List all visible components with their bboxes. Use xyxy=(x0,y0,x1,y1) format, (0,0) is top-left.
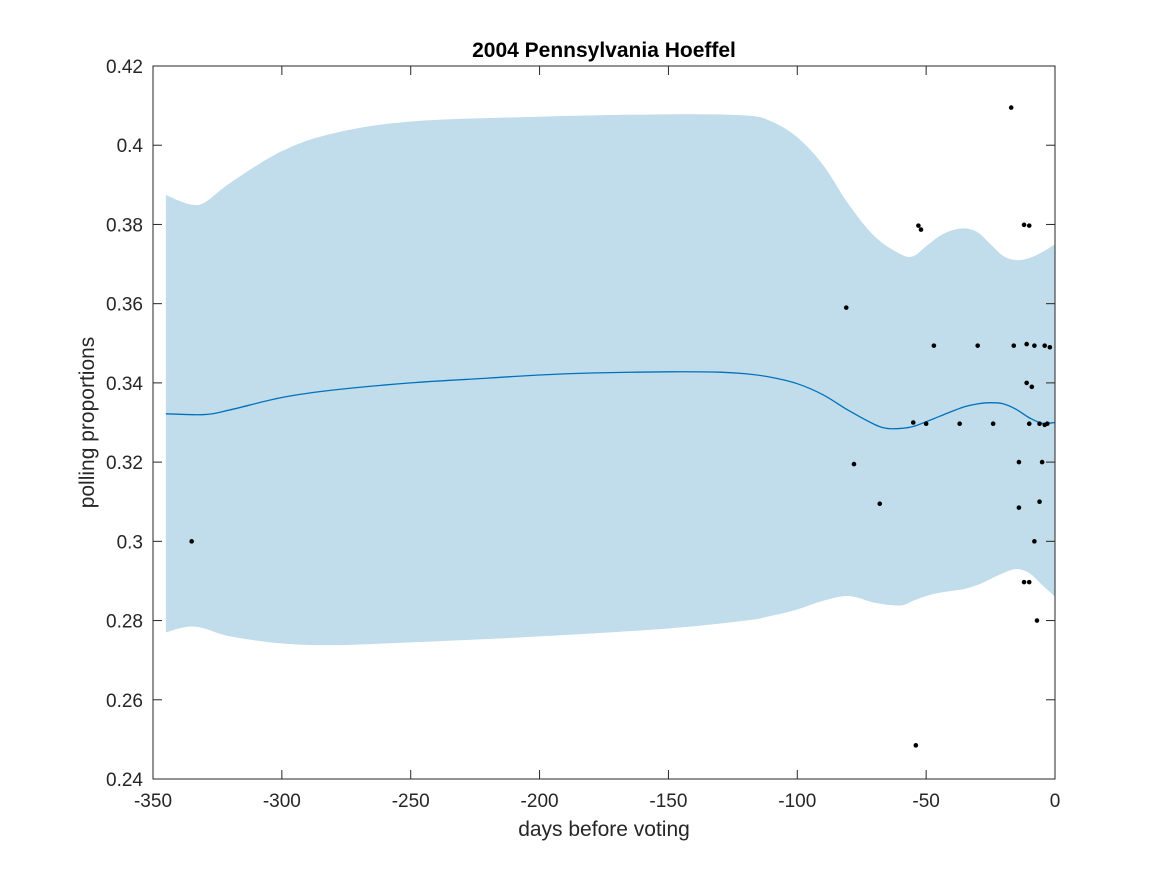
mean-line-series xyxy=(165,371,1056,430)
data-point xyxy=(1016,459,1022,465)
data-point xyxy=(910,420,916,425)
data-point xyxy=(931,343,937,348)
data-point xyxy=(1016,505,1022,510)
data-point xyxy=(1024,341,1029,347)
plot-area xyxy=(165,105,1056,748)
data-points xyxy=(189,105,1053,748)
data-point xyxy=(1037,499,1042,505)
x-axis-label: days before voting xyxy=(518,818,690,841)
y-tick-label: 0.32 xyxy=(106,453,143,474)
confidence-band xyxy=(165,114,1055,646)
x-tick-label: -150 xyxy=(649,791,687,812)
data-point xyxy=(1047,344,1053,350)
data-point xyxy=(1044,421,1050,426)
y-tick-label: 0.26 xyxy=(106,691,143,712)
data-point xyxy=(1026,421,1032,426)
data-point xyxy=(923,421,929,426)
data-point xyxy=(1029,384,1035,390)
data-point xyxy=(1037,421,1042,426)
y-tick-label: 0.24 xyxy=(106,770,143,791)
y-tick-label: 0.36 xyxy=(106,295,143,316)
x-tick-label: -200 xyxy=(521,791,559,812)
data-point xyxy=(1024,380,1029,386)
x-tick-label: 0 xyxy=(1050,791,1061,812)
data-point xyxy=(1011,343,1017,348)
data-point xyxy=(1026,223,1032,228)
data-point xyxy=(1008,105,1014,110)
axes-box xyxy=(152,65,1056,780)
data-point xyxy=(975,343,980,348)
y-tick-label: 0.4 xyxy=(117,136,144,157)
x-tick-label: -100 xyxy=(778,791,816,812)
data-point xyxy=(877,501,883,507)
data-point xyxy=(1026,579,1032,585)
data-point xyxy=(913,743,919,748)
y-tick-label: 0.3 xyxy=(117,532,143,553)
data-point xyxy=(1034,618,1040,623)
data-point xyxy=(1039,459,1045,465)
data-point xyxy=(1042,343,1047,348)
y-axis-label: polling proportions xyxy=(76,337,99,509)
data-point xyxy=(1021,579,1027,585)
data-point xyxy=(1021,222,1027,228)
axis-ticks: -350 -300 -250 -200 -150 -100 -50 0 0.24 0.26 0.28… xyxy=(106,57,1060,812)
data-point xyxy=(189,539,194,544)
chart-title: 2004 Pennsylvania Hoeffel xyxy=(472,39,736,62)
y-tick-label: 0.42 xyxy=(106,57,143,78)
data-point xyxy=(851,461,857,467)
y-tick-label: 0.38 xyxy=(106,215,143,236)
x-tick-label: -250 xyxy=(392,791,430,812)
y-tick-label: 0.28 xyxy=(106,612,143,633)
data-point xyxy=(918,227,924,232)
data-point xyxy=(843,305,849,310)
x-tick-label: -50 xyxy=(912,791,939,812)
data-point xyxy=(990,421,996,426)
data-point xyxy=(957,421,962,426)
x-tick-label: -300 xyxy=(263,791,301,812)
data-point xyxy=(1032,539,1037,544)
data-point xyxy=(916,223,921,228)
y-tick-label: 0.34 xyxy=(106,374,143,395)
data-point xyxy=(1032,343,1037,348)
x-tick-label: -350 xyxy=(134,791,172,812)
